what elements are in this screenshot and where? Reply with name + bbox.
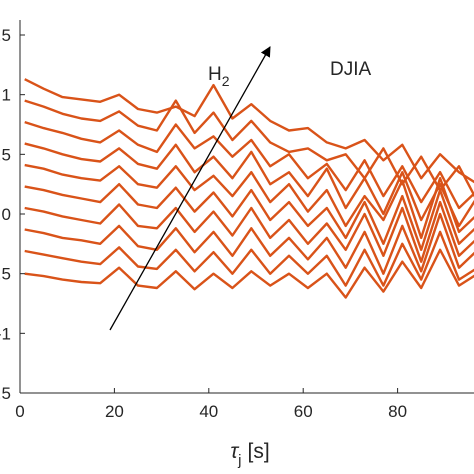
series-line <box>24 120 474 210</box>
y-tick-label: 1.5 <box>0 26 11 45</box>
y-tick-label: 0.5 <box>0 145 11 164</box>
x-label-symbol: τ <box>230 440 239 463</box>
annotation-h2: H2 <box>208 64 230 89</box>
series-line <box>24 78 474 184</box>
x-label-unit: [s] <box>248 440 270 463</box>
x-tick-label: 40 <box>199 402 218 421</box>
y-tick-label: 1 <box>2 86 11 105</box>
y-tick-label: -0.5 <box>0 265 11 284</box>
series-lines <box>24 78 474 299</box>
series-line <box>24 212 474 275</box>
x-tick-label: 20 <box>105 402 124 421</box>
series-line <box>24 142 474 228</box>
series-line <box>24 200 474 263</box>
x-tick-label: 80 <box>388 402 407 421</box>
y-tick-label: -1 <box>0 324 11 343</box>
x-label-sub: j <box>237 452 241 469</box>
y-tick-label: -1.5 <box>0 384 11 403</box>
series-line <box>24 230 474 287</box>
annotation-text: H <box>208 64 222 85</box>
x-tick-label: 60 <box>294 402 313 421</box>
series-line <box>24 248 474 299</box>
series-line <box>24 163 474 240</box>
x-axis-label: τj [s] <box>230 440 269 469</box>
arrow <box>109 46 271 331</box>
series-line <box>24 183 474 251</box>
x-tick-label: 0 <box>15 402 24 421</box>
y-tick-label: 0 <box>2 205 11 224</box>
annotation-djia: DJIA <box>330 59 372 80</box>
annotation-sub: 2 <box>222 73 230 89</box>
